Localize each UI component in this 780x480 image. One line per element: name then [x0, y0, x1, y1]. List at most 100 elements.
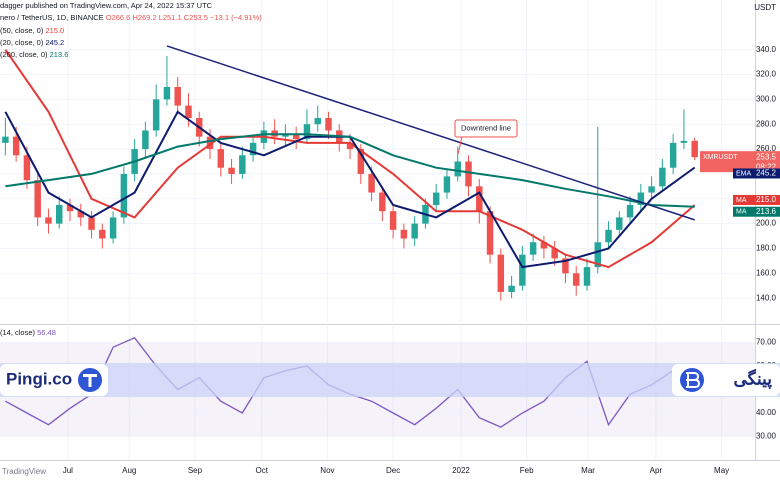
- x-tick-label: Jul: [63, 466, 73, 475]
- y-tick-label: 140.0: [756, 293, 777, 302]
- x-tick-label: Apr: [650, 466, 663, 475]
- header-part: nero / TetherUS, 1D, BINANCE: [0, 13, 106, 22]
- candle-body: [185, 105, 192, 119]
- candle-body: [66, 204, 74, 212]
- close-tag-value: 253.5: [756, 152, 777, 161]
- y-tick-label: 180.0: [756, 244, 777, 253]
- candle-body: [303, 124, 311, 140]
- candle-body: [239, 155, 246, 174]
- candle-body: [465, 161, 472, 187]
- candle-body: [368, 173, 375, 193]
- candle-body: [605, 229, 612, 243]
- banner-right-text: پینگی: [733, 368, 772, 389]
- y-tick-label: 40.00: [756, 408, 777, 417]
- candle-body: [2, 136, 9, 143]
- candle-body: [217, 149, 225, 168]
- series-tag-name: MA: [736, 197, 747, 204]
- candle-body: [400, 229, 408, 239]
- candle-body: [432, 192, 440, 205]
- header-part: H269.2: [132, 13, 158, 22]
- bitcoin-glyph: [686, 372, 701, 388]
- candle-body: [562, 258, 569, 274]
- candle-body: [249, 142, 257, 156]
- header-part: 213.6: [50, 50, 69, 59]
- candle-body: [389, 211, 397, 230]
- x-tick-label: Mar: [581, 466, 595, 475]
- header-part: −13.1 (−4.91%): [210, 13, 262, 22]
- banner-logo-glyph: [83, 374, 97, 387]
- candle-body: [109, 217, 117, 239]
- header-part: C253.5: [184, 13, 210, 22]
- trendline: [166, 45, 695, 221]
- x-tick-label: Oct: [255, 466, 268, 475]
- y-tick-label: 30.00: [756, 432, 777, 441]
- header-part: 215.0: [45, 26, 64, 35]
- x-tick-label: Sep: [188, 466, 203, 475]
- candle-body: [519, 254, 526, 286]
- y-tick-label: 200.0: [756, 219, 777, 228]
- candle-body: [594, 242, 601, 268]
- candle-body: [163, 86, 171, 100]
- header-part: 56.48: [37, 328, 56, 337]
- candle-body: [45, 217, 52, 224]
- y-tick-label: 320.0: [756, 70, 777, 79]
- banner-left-text: Pingi.co: [6, 369, 72, 388]
- candle-body: [357, 149, 365, 174]
- legend-entry: (50, close, 0) 215.0: [0, 26, 64, 35]
- annotation: Downtrend line: [461, 123, 511, 132]
- moving-average-line: [5, 133, 695, 208]
- candle-body: [476, 186, 483, 212]
- candle-body: [120, 173, 128, 218]
- legend-entry: (14, close) 56.48: [0, 328, 56, 337]
- candle-body: [411, 223, 418, 239]
- series-tag: [733, 194, 780, 205]
- close-tag-time: 08:22: [756, 162, 777, 171]
- candle-body: [282, 134, 289, 137]
- moving-average-line: [4, 49, 696, 269]
- series-tag-name: EMA: [736, 170, 752, 177]
- close-tag-name: XMRUSDT: [703, 154, 738, 161]
- candle-body: [551, 248, 558, 259]
- header-part: L251.1: [159, 13, 184, 22]
- x-tick-label: Dec: [386, 466, 400, 475]
- axis-unit: USDT: [754, 3, 776, 12]
- candle-body: [77, 211, 85, 218]
- candle-body: [346, 142, 354, 150]
- candle-body: [691, 140, 698, 158]
- y-tick-label: 340.0: [756, 45, 777, 54]
- candle-body: [12, 136, 20, 156]
- header-part: O266.6: [106, 13, 133, 22]
- banner-left-box: [0, 364, 108, 396]
- header-part: 245.2: [45, 38, 64, 47]
- close-tag: [700, 151, 780, 173]
- symbol-line: nero / TetherUS, 1D, BINANCE O266.6 H269…: [0, 13, 262, 22]
- y-tick-label: 160.0: [756, 268, 777, 277]
- candle-body: [292, 134, 300, 140]
- candle-body: [626, 204, 634, 218]
- candle-body: [314, 118, 321, 125]
- candle-body: [669, 142, 677, 168]
- x-tick-label: May: [714, 466, 729, 475]
- candle-body: [540, 242, 548, 249]
- legend-entry: (20, close, 0) 245.2: [0, 38, 64, 47]
- candle-body: [572, 273, 580, 286]
- y-tick-label: 260.0: [756, 144, 777, 153]
- annotation-pointer: [457, 136, 463, 155]
- x-tick-label: 2022: [452, 466, 470, 475]
- candle-body: [206, 136, 214, 150]
- series-tag-value: 245.2: [756, 169, 777, 178]
- candle-body: [56, 204, 63, 224]
- candle-body: [508, 285, 515, 292]
- x-tick-label: Aug: [122, 466, 136, 475]
- candle-body: [174, 86, 181, 106]
- series-tag: [733, 168, 780, 179]
- header-part: (50, close, 0): [0, 26, 45, 35]
- x-tick-label: Nov: [320, 466, 334, 475]
- candle-body: [325, 118, 332, 131]
- footer: TradingView: [2, 467, 46, 476]
- annotation-box: [454, 119, 518, 138]
- candle-body: [443, 176, 451, 193]
- banner-band: [0, 363, 780, 397]
- header-part: (200, close, 0): [0, 50, 50, 59]
